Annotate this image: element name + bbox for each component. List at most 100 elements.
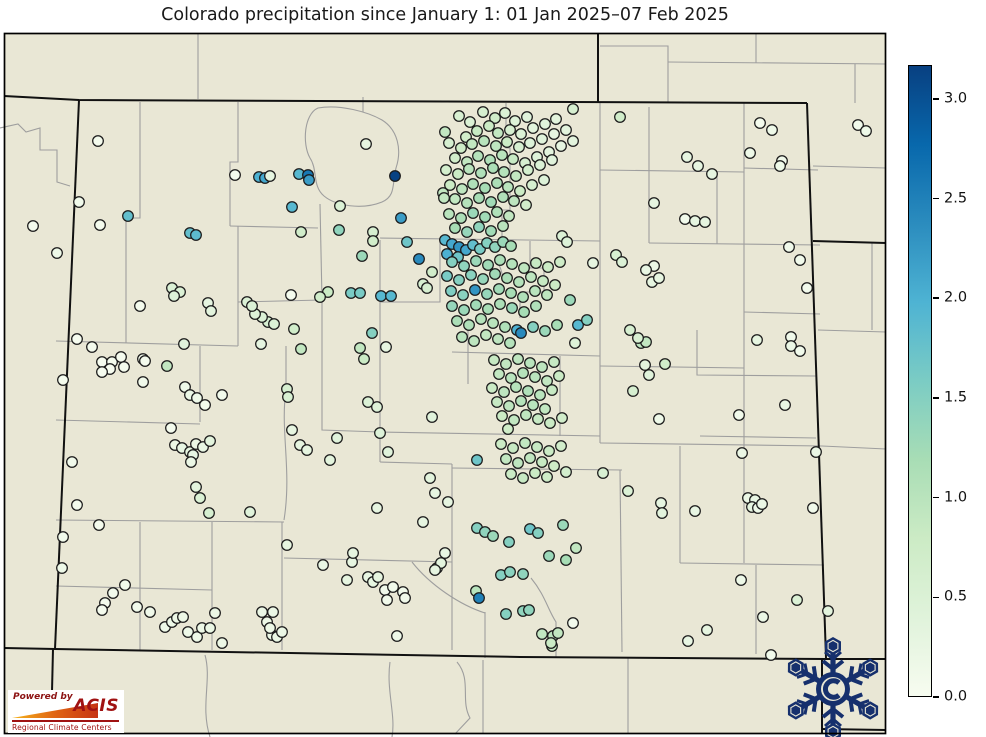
station-dot <box>509 115 521 127</box>
station-dot <box>496 410 508 422</box>
station-dot <box>178 338 190 350</box>
station-dot <box>536 133 548 145</box>
station-dot <box>27 220 39 232</box>
station-dot <box>491 396 503 408</box>
station-dot <box>489 268 501 280</box>
station-dot <box>794 254 806 266</box>
station-dot <box>443 137 455 149</box>
station-dot <box>536 456 548 468</box>
station-dot <box>461 226 473 238</box>
station-dot <box>622 485 634 497</box>
station-dot <box>529 467 541 479</box>
station-dot <box>440 164 452 176</box>
station-dot <box>507 442 519 454</box>
station-dot <box>560 466 572 478</box>
station-dot <box>529 285 541 297</box>
station-dot <box>421 282 433 294</box>
station-dot <box>482 303 494 315</box>
station-dot <box>481 288 493 300</box>
station-dot <box>385 290 397 302</box>
station-dot <box>542 261 554 273</box>
station-dot <box>413 253 425 265</box>
station-dot <box>692 160 704 172</box>
station-dot <box>524 452 536 464</box>
station-dot <box>810 446 822 458</box>
station-dot <box>504 124 516 136</box>
station-dot <box>473 592 485 604</box>
station-dot <box>471 125 483 137</box>
station-dot <box>255 338 267 350</box>
station-dot <box>401 236 413 248</box>
station-dot <box>543 550 555 562</box>
station-dot <box>492 333 504 345</box>
station-dot <box>512 457 524 469</box>
map-title: Colorado precipitation since January 1: … <box>161 5 729 25</box>
station-dot <box>567 103 579 115</box>
colorbar-tick <box>933 197 939 200</box>
station-dot <box>360 138 372 150</box>
station-dot <box>286 424 298 436</box>
station-dot <box>519 437 531 449</box>
station-dot <box>505 468 517 480</box>
station-dot <box>501 136 513 148</box>
station-dot <box>616 256 628 268</box>
station-dot <box>517 367 529 379</box>
station-dot <box>502 423 514 435</box>
station-dot <box>522 164 534 176</box>
station-dot <box>467 178 479 190</box>
station-dot <box>801 282 813 294</box>
station-dot <box>165 422 177 434</box>
station-dot <box>735 574 747 586</box>
station-dot <box>526 179 538 191</box>
station-dot <box>520 409 532 421</box>
station-dot <box>656 507 668 519</box>
station-dot <box>461 197 473 209</box>
station-dot <box>439 126 451 138</box>
station-dot <box>455 142 467 154</box>
station-dot <box>489 112 501 124</box>
station-dot <box>506 258 518 270</box>
colorbar-tick <box>933 397 939 399</box>
station-dot <box>182 626 194 638</box>
station-dot <box>475 167 487 179</box>
station-dot <box>107 587 119 599</box>
station-dot <box>229 169 241 181</box>
station-dot <box>530 257 542 269</box>
station-dot <box>500 608 512 620</box>
station-dot <box>492 127 504 139</box>
station-dot <box>389 170 401 182</box>
station-dot <box>490 140 502 152</box>
station-dot <box>303 174 315 186</box>
station-dot <box>497 191 509 203</box>
station-dot <box>426 411 438 423</box>
station-dot <box>538 174 550 186</box>
station-dot <box>648 197 660 209</box>
station-dot <box>493 283 505 295</box>
station-dot <box>555 140 567 152</box>
station-dot <box>531 441 543 453</box>
station-dot <box>477 106 489 118</box>
station-dot <box>496 149 508 161</box>
station-dot <box>497 220 509 232</box>
station-dot <box>429 564 441 576</box>
station-dot <box>190 229 202 241</box>
station-dot <box>333 224 345 236</box>
colorbar-tick <box>933 297 939 300</box>
station-dot <box>51 247 63 259</box>
station-dot <box>499 321 511 333</box>
station-dot <box>659 358 671 370</box>
station-dot <box>477 273 489 285</box>
station-dot <box>518 306 530 318</box>
station-dot <box>452 168 464 180</box>
station-dot <box>860 125 872 137</box>
station-dot <box>774 160 786 172</box>
station-dot <box>500 453 512 465</box>
station-dot <box>194 492 206 504</box>
station-dot <box>281 539 293 551</box>
station-dot <box>264 622 276 634</box>
station-dot <box>190 481 202 493</box>
station-dot <box>118 361 130 373</box>
station-dot <box>244 506 256 518</box>
station-dot <box>525 271 537 283</box>
station-dot <box>94 219 106 231</box>
